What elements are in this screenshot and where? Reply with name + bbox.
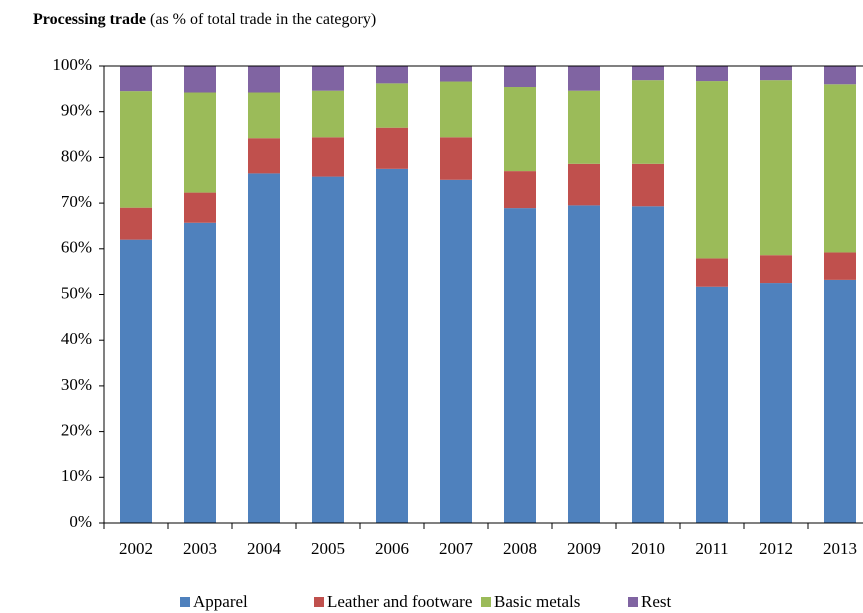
bar-segment [696, 258, 728, 287]
bar-segment [440, 137, 472, 180]
bar-segment [696, 286, 728, 523]
y-tick-label: 40% [61, 329, 92, 348]
y-tick-label: 70% [61, 192, 92, 211]
bar-segment [824, 279, 856, 523]
legend-swatch [628, 597, 638, 607]
y-tick-label: 90% [61, 101, 92, 120]
bar-segment [632, 80, 664, 164]
x-tick-label: 2005 [311, 539, 345, 558]
bar-segment [184, 192, 216, 223]
bar-segment [760, 283, 792, 523]
bar-segment [312, 66, 344, 91]
bar-segment [696, 81, 728, 259]
bar-segment [184, 222, 216, 523]
bar-segment [120, 66, 152, 92]
x-tick-label: 2013 [823, 539, 857, 558]
bar-segment [248, 92, 280, 139]
bar-segment [760, 66, 792, 81]
bar-segment [504, 208, 536, 523]
x-tick-label: 2009 [567, 539, 601, 558]
x-tick-label: 2006 [375, 539, 409, 558]
bar-segment [504, 171, 536, 209]
bar-segment [632, 206, 664, 523]
bar-segment [312, 176, 344, 523]
bar-segment [824, 66, 856, 85]
chart-title-line: Processing trade (as % of total trade in… [33, 11, 376, 28]
legend-label: Leather and footware [327, 592, 472, 611]
chart-subtitle: (as % of total trade in the category) [150, 11, 376, 28]
bar-segment [440, 66, 472, 82]
bar-segment [568, 205, 600, 523]
bar-segment [568, 66, 600, 91]
x-tick-label: 2008 [503, 539, 537, 558]
y-tick-label: 50% [61, 283, 92, 302]
y-tick-label: 10% [61, 466, 92, 485]
bar-segment [248, 173, 280, 523]
bar-segment [120, 239, 152, 523]
chart-title: Processing trade [33, 11, 146, 28]
bar-segment [120, 207, 152, 240]
bar-segment [184, 66, 216, 93]
bar-segment [376, 66, 408, 84]
bar-segment [632, 66, 664, 81]
bar-segment [376, 168, 408, 523]
bar-segment [696, 66, 728, 82]
x-tick-label: 2012 [759, 539, 793, 558]
bar-segment [504, 87, 536, 172]
legend-label: Basic metals [494, 592, 580, 611]
bar-segment [824, 252, 856, 280]
bar-segment [312, 137, 344, 177]
y-tick-label: 30% [61, 375, 92, 394]
bar-segment [376, 83, 408, 128]
y-tick-label: 0% [69, 512, 92, 531]
x-tick-label: 2011 [695, 539, 728, 558]
y-tick-label: 60% [61, 238, 92, 257]
x-tick-label: 2002 [119, 539, 153, 558]
bar-segment [504, 66, 536, 88]
bar-segment [184, 92, 216, 193]
y-tick-label: 100% [52, 55, 92, 74]
bar-segment [312, 90, 344, 138]
bar-segment [376, 127, 408, 169]
bar-segment [568, 163, 600, 206]
bar-segment [120, 91, 152, 208]
x-tick-label: 2004 [247, 539, 282, 558]
legend-swatch [314, 597, 324, 607]
bar-segment [248, 138, 280, 174]
x-tick-label: 2007 [439, 539, 474, 558]
bar-segment [632, 163, 664, 207]
legend-swatch [481, 597, 491, 607]
legend-swatch [180, 597, 190, 607]
legend-label: Rest [641, 592, 672, 611]
bar-segment [760, 80, 792, 256]
bar-segment [440, 179, 472, 523]
y-tick-label: 80% [61, 146, 92, 165]
bar-segment [568, 90, 600, 164]
x-tick-label: 2010 [631, 539, 665, 558]
bar-segment [760, 255, 792, 284]
bar-segment [440, 81, 472, 138]
y-tick-label: 20% [61, 421, 92, 440]
bar-segment [248, 66, 280, 93]
bar-segment [824, 84, 856, 253]
legend-label: Apparel [193, 592, 248, 611]
x-tick-label: 2003 [183, 539, 217, 558]
